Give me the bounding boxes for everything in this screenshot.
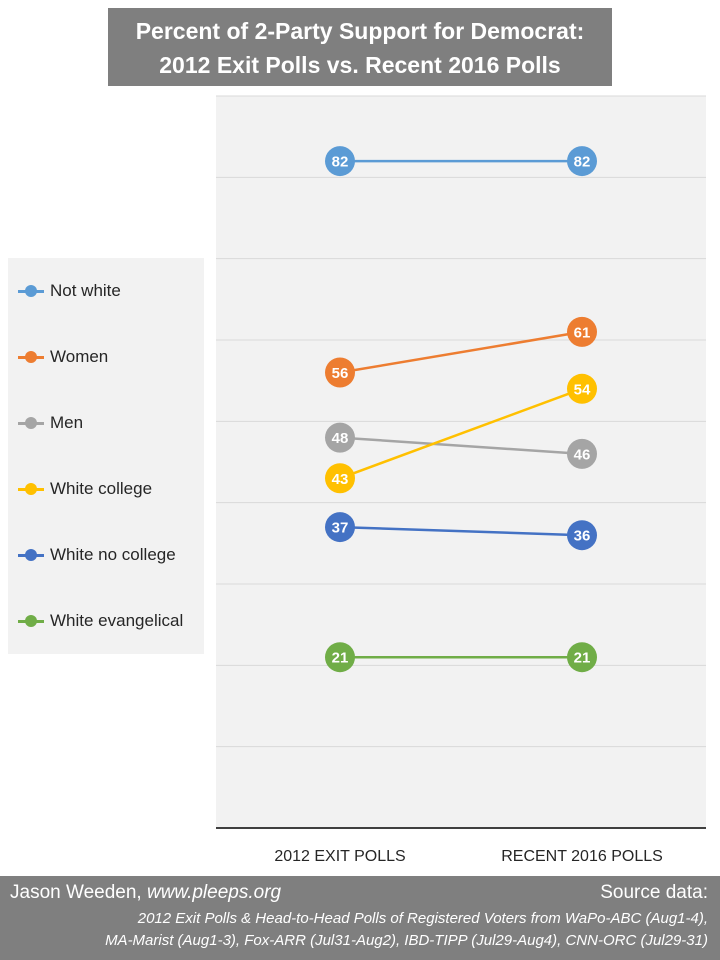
series-white-college: 43 54 [325, 373, 597, 494]
legend-item: White no college [18, 544, 176, 566]
data-label: 82 [574, 154, 591, 171]
data-point [325, 357, 355, 388]
legend-item: Not white [18, 280, 121, 302]
data-label: 56 [332, 365, 349, 382]
legend-item: White evangelical [18, 610, 183, 632]
series-line [339, 525, 583, 537]
source-line-1: 2012 Exit Polls & Head-to-Head Polls of … [137, 910, 708, 927]
data-label: 21 [574, 650, 591, 667]
x-tick-label: 2012 EXIT POLLS [274, 848, 405, 865]
source-label: Source data: [600, 882, 708, 903]
data-point [325, 146, 355, 177]
series-white-no-college: 37 36 [325, 512, 597, 551]
data-label: 61 [574, 324, 591, 341]
legend-label: Not white [50, 281, 121, 300]
data-point [567, 146, 597, 177]
data-point [325, 642, 355, 673]
data-label: 46 [574, 446, 591, 463]
legend-label: Men [50, 413, 84, 432]
author-name: Jason Weeden, [10, 882, 142, 903]
legend-item: Women [18, 346, 108, 368]
legend-swatch [18, 548, 44, 562]
x-tick-label: RECENT 2016 POLLS [501, 848, 663, 865]
chart-title: Percent of 2-Party Support for Democrat:… [108, 8, 612, 86]
legend-label: White college [50, 479, 153, 498]
legend-label: Women [50, 347, 109, 366]
series-line [339, 436, 583, 456]
legend-swatch [18, 482, 44, 496]
data-label: 43 [332, 471, 349, 488]
data-point [567, 373, 597, 404]
data-label: 48 [332, 430, 349, 447]
plot-area [216, 96, 706, 828]
series-not-white: 82 82 [325, 146, 597, 177]
author-url: www.pleeps.org [146, 882, 282, 903]
series-white-evangelical: 21 21 [325, 642, 597, 673]
series-men: 48 46 [325, 422, 597, 469]
data-label: 82 [332, 154, 349, 171]
footer: Jason Weeden, www.pleeps.org Source data… [0, 876, 720, 960]
title-line-1: Percent of 2-Party Support for Democrat: [135, 18, 585, 44]
data-point [325, 422, 355, 453]
author-credit: Jason Weeden, www.pleeps.org [10, 882, 281, 904]
title-line-2: 2012 Exit Polls vs. Recent 2016 Polls [159, 52, 561, 78]
legend: Not white Women Men White college White no c… [8, 258, 204, 654]
data-point [567, 520, 597, 551]
legend-item: Men [18, 412, 83, 434]
data-label: 36 [574, 528, 591, 545]
data-point [567, 642, 597, 673]
series-women: 56 61 [325, 316, 597, 388]
legend-swatch [18, 614, 44, 628]
legend-label: White evangelical [50, 611, 184, 630]
legend-item: White college [18, 478, 152, 500]
data-label: 21 [332, 650, 349, 667]
data-label: 37 [332, 520, 349, 537]
series-line [339, 330, 583, 374]
legend-label: White no college [50, 545, 176, 564]
legend-swatch [18, 284, 44, 298]
data-point [325, 463, 355, 494]
data-point [567, 438, 597, 469]
source-line-2: MA-Marist (Aug1-3), Fox-ARR (Jul31-Aug2)… [105, 932, 708, 949]
series-line [339, 387, 583, 480]
data-point [325, 512, 355, 543]
data-label: 54 [574, 381, 591, 398]
legend-swatch [18, 350, 44, 364]
data-point [567, 316, 597, 347]
legend-swatch [18, 416, 44, 430]
